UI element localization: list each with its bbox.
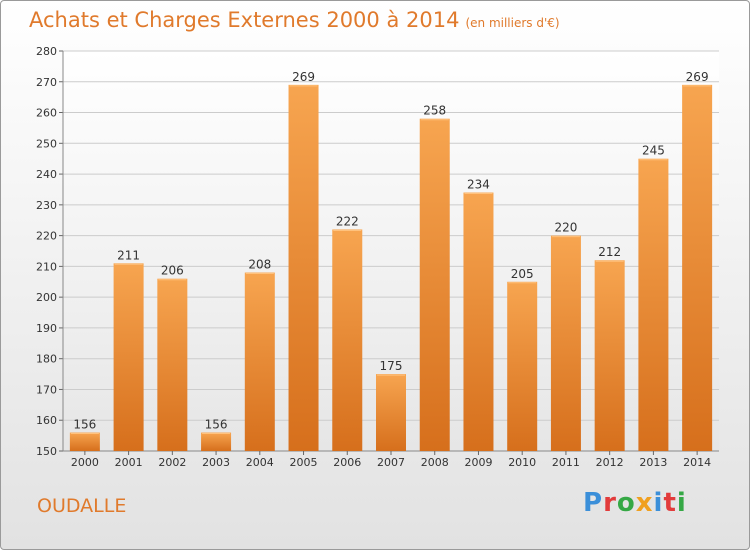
data-label: 245 [642,144,665,158]
data-label: 211 [117,248,140,262]
data-label: 222 [336,214,359,228]
bar [244,272,275,451]
y-tick-label: 260 [36,107,57,120]
x-tick-label: 2005 [290,456,318,469]
data-label: 269 [686,70,709,84]
x-tick-label: 2010 [508,456,536,469]
x-tick-label: 2009 [464,456,492,469]
y-tick-label: 150 [36,445,57,458]
plot-area: 150 160 170 180 190 200 210 220 230 240 250 260 270 2… [36,45,719,469]
y-tick-label: 220 [36,230,57,243]
y-tick-label: 270 [36,76,57,89]
logo-letter: x [635,488,654,518]
bar [638,158,669,451]
city-name: OUDALLE [37,495,127,517]
x-tick-label: 2008 [421,456,449,469]
y-tick-label: 230 [36,199,57,212]
y-tick-label: 280 [36,45,57,58]
chart-title: Achats et Charges Externes 2000 à 2014 (e… [29,8,560,32]
bar [463,192,494,452]
bar [69,432,100,451]
bar [594,260,625,451]
bar [507,281,538,451]
data-label: 220 [554,221,577,235]
bar [288,84,319,451]
data-label: 234 [467,178,490,192]
bar [376,374,406,451]
logo-letter: r [603,488,617,518]
y-tick-label: 240 [36,168,57,181]
bar [419,118,450,451]
x-tick-label: 2006 [333,456,361,469]
data-label: 206 [161,264,184,278]
y-tick-label: 200 [36,291,57,304]
y-tick-label: 170 [36,383,57,396]
x-tick-label: 2003 [202,456,230,469]
data-label: 205 [511,267,534,281]
data-label: 269 [292,70,315,84]
data-label: 258 [423,104,446,118]
y-tick-label: 180 [36,353,57,366]
logo-letter: P [583,488,604,518]
bar [682,84,713,451]
x-tick-label: 2007 [377,456,405,469]
x-tick-label: 2001 [115,456,143,469]
data-label: 175 [380,359,403,373]
logo-letter: i [676,488,687,518]
chart-subtitle: (en milliers d'€) [465,16,560,30]
x-tick-label: 2012 [596,456,624,469]
data-label: 208 [248,258,271,272]
x-tick-label: 2002 [158,456,186,469]
logo-letter: t [663,488,677,518]
y-tick-label: 210 [36,260,57,273]
data-label: 156 [73,418,96,432]
chart-title-text: Achats et Charges Externes 2000 à 2014 [29,8,460,32]
bar [113,263,144,451]
x-tick-label: 2011 [552,456,580,469]
logo-letter: o [616,488,636,518]
bar [332,229,363,451]
y-tick-label: 250 [36,137,57,150]
bar [157,278,188,451]
bar [550,235,581,451]
data-label: 156 [205,418,228,432]
x-tick-label: 2004 [246,456,274,469]
x-tick-label: 2000 [71,456,99,469]
x-tick-label: 2014 [683,456,711,469]
x-tick-label: 2013 [639,456,667,469]
y-tick-label: 190 [36,322,57,335]
proxiti-logo: Proxiti [583,488,687,518]
data-label: 212 [598,245,621,259]
logo-letter: i [653,488,664,518]
y-tick-label: 160 [36,414,57,427]
bar [201,432,232,451]
